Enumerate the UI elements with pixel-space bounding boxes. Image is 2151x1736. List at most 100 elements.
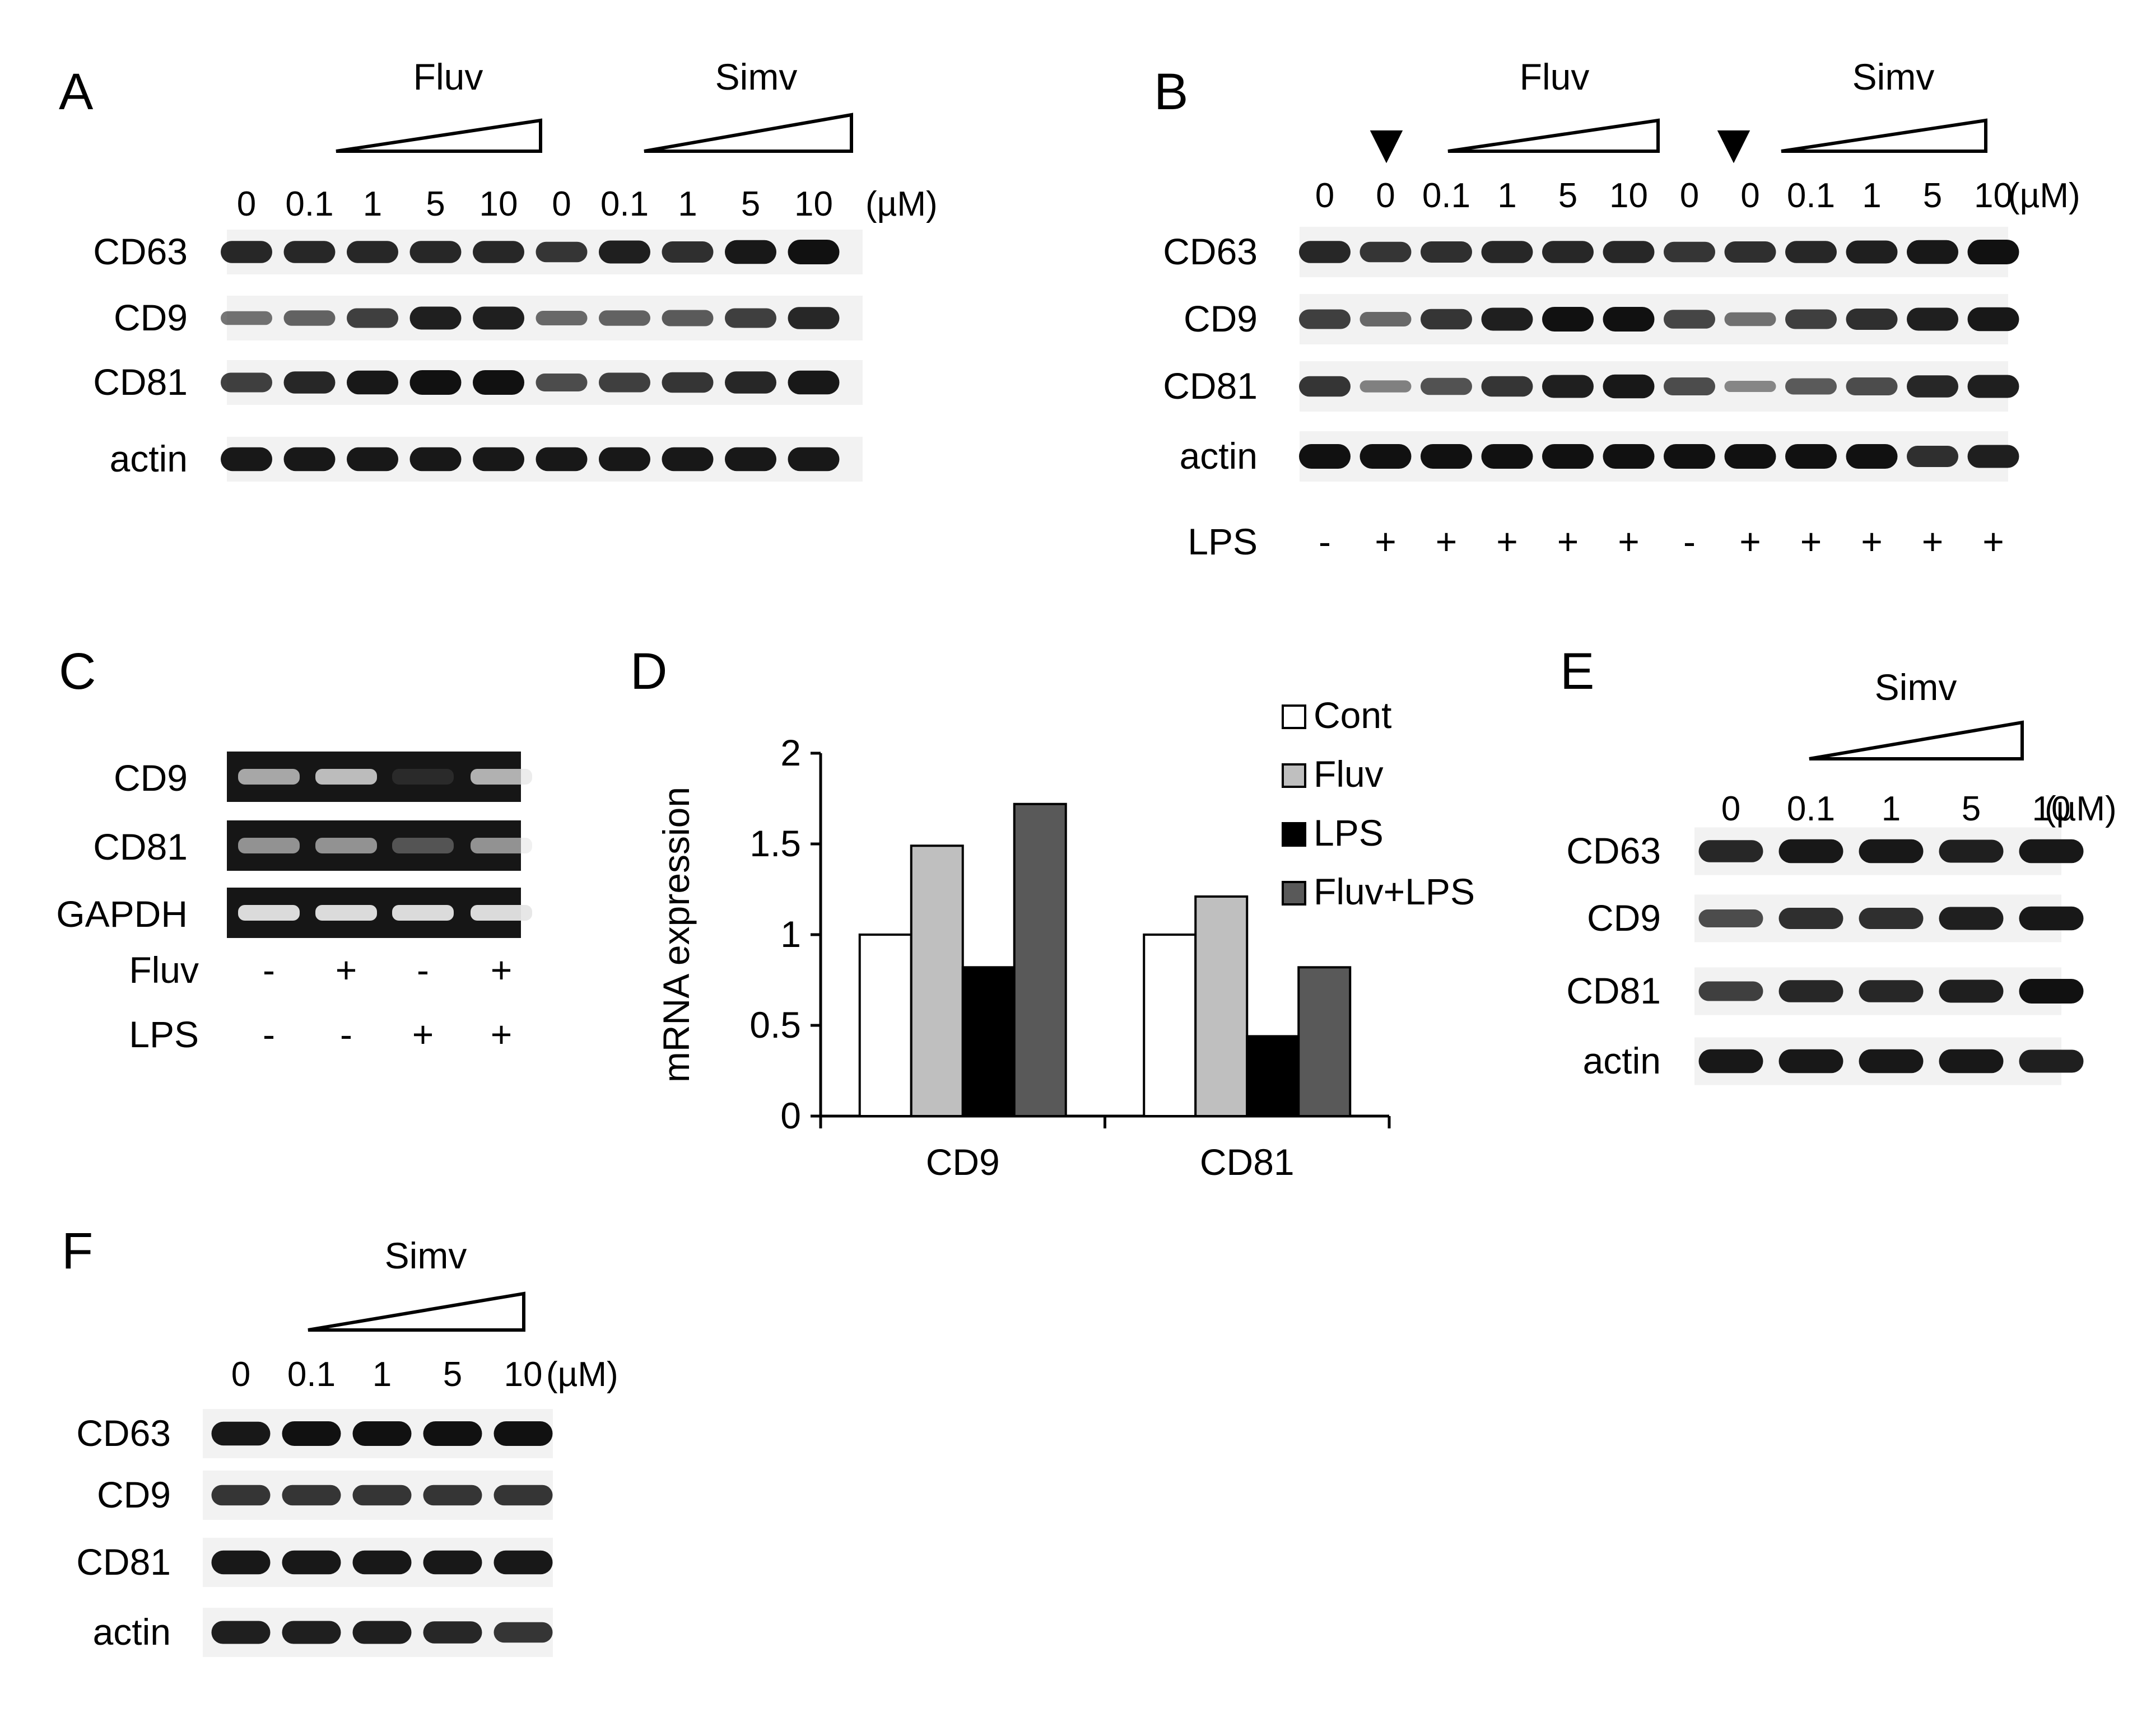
panel-e-band-actin-lane-5	[2019, 1049, 2084, 1073]
panel-c-label: C	[59, 643, 96, 700]
panel-b-band-cd63-lane-8	[1724, 241, 1776, 263]
panel-f-band-cd63-lane-5	[493, 1421, 553, 1446]
panel-f-band-cd63-lane-3	[352, 1421, 412, 1446]
panel-a-band-cd81-lane-10	[788, 370, 840, 395]
panel-b-row-label-cd9: CD9	[1184, 298, 1258, 339]
panel-a-band-cd81-lane-1	[221, 372, 272, 393]
panel-e-lane-4: 5	[1962, 790, 1981, 828]
panel-c-row-label-cd81: CD81	[93, 826, 188, 867]
panel-b-lane-8: 0	[1740, 176, 1759, 215]
panel-f: F Simv 0 0.1 1 5 10 (µM) CD63 CD9 CD81 actin	[62, 1222, 618, 1657]
panel-c-band-cd9-lane-2	[315, 769, 377, 785]
panel-f-lane-5: 10	[504, 1355, 543, 1394]
bar-lps-cd81	[1246, 1035, 1300, 1117]
panel-b-row-label-cd81: CD81	[1163, 365, 1258, 407]
panel-d-chart: 0 0.5 1 1.5 2 mRNA expression CD9 CD81 Cont Fluv L…	[655, 694, 1475, 1183]
panel-a-band-cd81-lane-6	[536, 374, 588, 391]
panel-b-band-actin-lane-8	[1724, 444, 1776, 469]
panel-a-band-cd81-lane-7	[599, 372, 650, 393]
panel-b-simv-gradient-wedge	[1781, 118, 1987, 153]
y-axis-title: mRNA expression	[655, 787, 697, 1082]
panel-a-lane-5: 10	[479, 185, 518, 223]
panel-e: E Simv 0 0.1 1 5 10 (µM) CD63 CD9 CD81 actin	[1560, 643, 2117, 1085]
panel-a-band-actin-lane-5	[473, 447, 524, 472]
panel-b-marker-2-icon: ▼	[1706, 112, 1762, 175]
panel-f-band-cd9-lane-4	[423, 1485, 482, 1506]
panel-b-band-cd63-lane-10	[1846, 240, 1898, 264]
panel-e-band-actin-lane-4	[1939, 1049, 2004, 1074]
panel-c-band-cd9-lane-4	[471, 769, 532, 785]
panel-b: B Fluv Simv ▼ ▼ 0 0 0.1 1 5 10 0 0 0.1 1 5 10 (µM) …	[1154, 56, 2080, 562]
panel-b-lps-lane-3: +	[1436, 521, 1458, 562]
panel-c-row-label-cd9: CD9	[114, 757, 188, 799]
panel-b-band-cd9-lane-6	[1603, 307, 1655, 332]
panel-a-band-actin-lane-7	[599, 447, 650, 472]
panel-b-band-cd9-lane-5	[1542, 307, 1594, 332]
panel-e-band-cd81-lane-4	[1939, 979, 2004, 1003]
panel-e-band-actin-lane-1	[1698, 1049, 1763, 1074]
panel-b-band-cd81-lane-6	[1603, 374, 1655, 399]
panel-a-band-cd81-lane-5	[473, 370, 524, 395]
panel-a-group-fluv: Fluv	[413, 56, 483, 97]
panel-b-row-label-cd63: CD63	[1163, 231, 1258, 272]
panel-b-lps-lane-8: +	[1739, 521, 1761, 562]
panel-e-row-label-cd9: CD9	[1587, 897, 1661, 939]
panel-c-treatment-label-fluv: Fluv	[129, 949, 199, 991]
x-tick-label-cd81: CD81	[1200, 1141, 1295, 1183]
panel-a-band-cd63-lane-1	[221, 241, 272, 263]
panel-e-row-label-cd63: CD63	[1566, 830, 1661, 871]
panel-b-band-cd63-lane-4	[1481, 241, 1533, 263]
panel-c-band-gapdh-lane-1	[238, 905, 300, 921]
panel-a-band-cd9-lane-6	[536, 311, 588, 325]
panel-c-band-gapdh-lane-2	[315, 905, 377, 921]
panel-a: A Fluv Simv 0 0.1 1 5 10 0 0.1 1 5 10 (µM) CD63CD…	[59, 56, 938, 482]
panel-b-marker-1-icon: ▼	[1359, 112, 1414, 175]
panel-b-band-cd9-lane-12	[1967, 307, 2019, 332]
panel-b-band-actin-lane-3	[1421, 444, 1472, 469]
panel-c-treatments: Fluv - + - + LPS - - + +	[129, 949, 512, 1055]
panel-a-row-label-cd81: CD81	[93, 361, 188, 403]
panel-b-lane-2: 0	[1376, 176, 1395, 215]
panel-a-band-cd9-lane-2	[283, 310, 336, 326]
panel-f-band-cd63-lane-1	[211, 1421, 271, 1446]
panel-a-band-cd63-lane-9	[725, 240, 776, 264]
panel-a-lane-3: 1	[363, 185, 382, 223]
bar-fluv-cd81	[1194, 895, 1249, 1117]
panel-a-unit: (µM)	[865, 185, 938, 223]
panel-e-band-actin-lane-2	[1778, 1049, 1843, 1074]
panel-b-lane-11: 5	[1923, 176, 1942, 215]
panel-b-band-cd81-lane-7	[1664, 377, 1715, 395]
panel-b-lane-1: 0	[1315, 176, 1334, 215]
panel-a-band-cd9-lane-8	[662, 310, 714, 326]
bar-cont-cd81	[1143, 934, 1197, 1117]
panel-b-lane-3: 0.1	[1422, 176, 1470, 215]
panel-b-lps-lane-1: -	[1319, 521, 1331, 562]
legend-swatch-cont	[1282, 704, 1306, 729]
y-tick-label: 1	[780, 913, 801, 955]
panel-a-lane-1: 0	[237, 185, 256, 223]
panel-f-row-label-cd9: CD9	[97, 1474, 171, 1515]
panel-f-band-cd63-lane-2	[282, 1421, 341, 1446]
panel-b-band-actin-lane-4	[1481, 444, 1533, 469]
panel-f-band-cd81-lane-4	[423, 1550, 482, 1575]
panel-c-lps-lane-3: +	[412, 1014, 434, 1055]
panel-c-band-cd81-lane-1	[238, 838, 300, 853]
panel-f-band-cd81-lane-5	[493, 1550, 553, 1575]
panel-b-band-cd63-lane-3	[1421, 241, 1472, 263]
panel-b-group-simv: Simv	[1852, 56, 1935, 97]
panel-e-band-cd81-lane-3	[1859, 980, 1924, 1002]
y-tick-label: 0	[780, 1095, 801, 1136]
panel-a-band-cd81-lane-2	[283, 371, 336, 394]
panel-e-band-cd9-lane-5	[2019, 906, 2084, 931]
panel-a-band-cd81-lane-8	[662, 372, 714, 393]
panel-b-lps-lane-5: +	[1557, 521, 1579, 562]
panel-f-band-actin-lane-1	[211, 1621, 271, 1644]
panel-c: C CD9 CD81 GAPDH Fluv - + - + LPS - - + +	[56, 643, 532, 1055]
panel-e-blots	[1694, 827, 2084, 1085]
panel-c-row-labels: CD9 CD81 GAPDH	[56, 757, 188, 935]
panel-b-band-cd63-lane-12	[1967, 240, 2019, 264]
legend-label-fluv: Fluv	[1314, 753, 1384, 795]
panel-b-band-actin-lane-6	[1603, 444, 1655, 469]
panel-f-band-actin-lane-3	[352, 1621, 412, 1644]
panel-b-fluv-gradient-wedge	[1447, 118, 1660, 153]
